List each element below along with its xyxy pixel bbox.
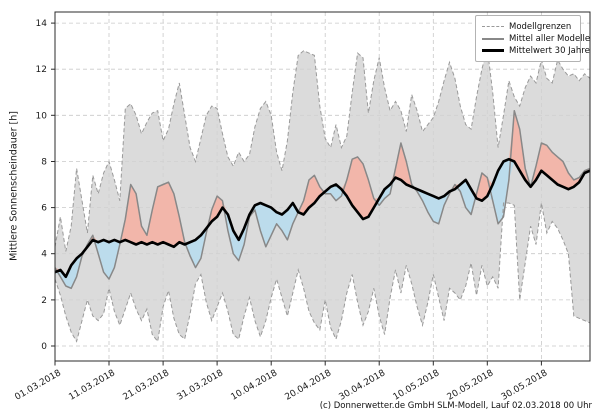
legend-box: Modellgrenzen Mittel aller Modelle Mitte… bbox=[475, 15, 590, 62]
model-min-line bbox=[54, 202, 591, 343]
x-tick-label: 20.05.2018 bbox=[446, 368, 496, 403]
dashed-line-icon bbox=[482, 26, 504, 27]
negative-anomaly-fill bbox=[55, 159, 590, 289]
legend-label: Mittel aller Modelle bbox=[509, 33, 591, 44]
legend-label: Modellgrenzen bbox=[509, 21, 572, 32]
y-tick-label: 6 bbox=[41, 204, 47, 214]
x-tick-label: 30.05.2018 bbox=[500, 368, 550, 403]
x-tick-label: 10.04.2018 bbox=[230, 368, 280, 403]
legend-label: Mittelwert 30 Jahre bbox=[509, 45, 590, 56]
x-tick-label: 10.05.2018 bbox=[392, 368, 442, 403]
x-tick-label: 20.04.2018 bbox=[284, 368, 334, 403]
model-max-line bbox=[54, 48, 591, 252]
y-tick-label: 0 bbox=[41, 342, 47, 352]
legend-item-mittel-aller-modelle: Mittel aller Modelle bbox=[482, 33, 590, 44]
legend-item-modellgrenzen: Modellgrenzen bbox=[482, 21, 574, 32]
x-tick-label: 31.03.2018 bbox=[175, 368, 225, 403]
legend-item-mittelwert-30-jahre: Mittelwert 30 Jahre bbox=[482, 45, 590, 56]
model-mean-line bbox=[54, 109, 591, 290]
x-tick-label: 11.03.2018 bbox=[67, 368, 117, 403]
thick-black-line-icon bbox=[482, 49, 504, 52]
y-tick-label: 14 bbox=[36, 19, 48, 29]
y-tick-label: 4 bbox=[41, 250, 47, 260]
y-axis-label: Mittlere Sonnenscheindauer [h] bbox=[8, 111, 20, 261]
x-tick-label: 21.03.2018 bbox=[121, 368, 171, 403]
plot-border bbox=[54, 11, 591, 362]
y-tick-label: 2 bbox=[41, 296, 47, 306]
climate-mean-line bbox=[54, 157, 591, 279]
solid-gray-line-icon bbox=[482, 37, 504, 40]
y-tick-label: 10 bbox=[36, 111, 48, 121]
y-tick-label: 12 bbox=[36, 65, 47, 75]
copyright-caption: (c) Donnerwetter.de GmbH SLM-Modell, Lau… bbox=[319, 401, 592, 411]
y-tick-label: 8 bbox=[41, 158, 47, 168]
x-tick-label: 30.04.2018 bbox=[338, 368, 388, 403]
x-tick-label: 01.03.2018 bbox=[13, 368, 63, 403]
